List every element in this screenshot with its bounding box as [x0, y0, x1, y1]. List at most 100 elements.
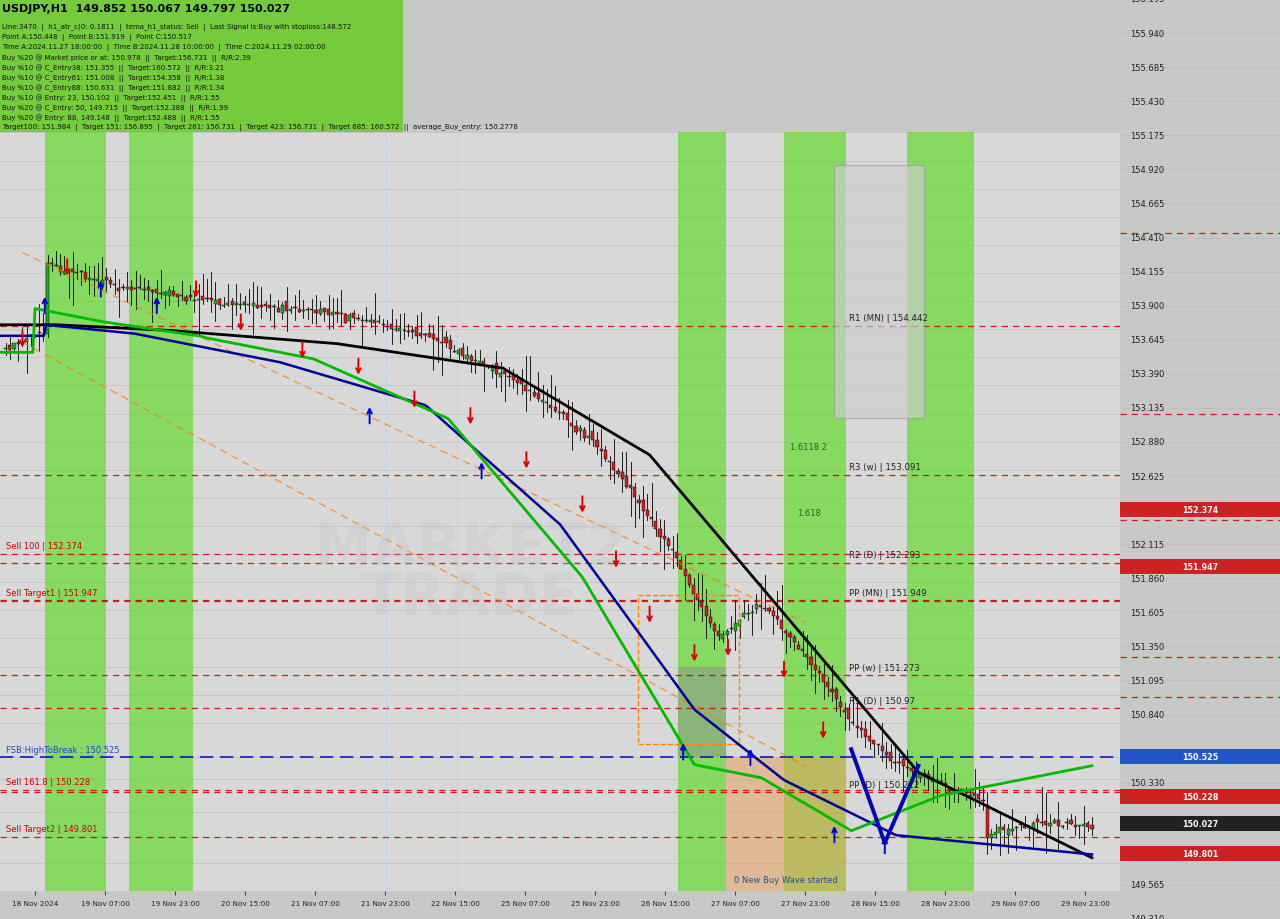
Bar — [692, 585, 695, 594]
Bar — [599, 449, 603, 451]
Bar — [449, 341, 452, 350]
Bar — [205, 299, 209, 300]
Bar — [109, 280, 113, 285]
Text: Buy %20 @ Entry: 88, 149.148  ||  Target:152.488  ||  R/R:1.55: Buy %20 @ Entry: 88, 149.148 || Target:1… — [3, 114, 220, 121]
Bar — [677, 133, 726, 891]
Bar — [273, 306, 275, 308]
Text: 154.920: 154.920 — [1129, 165, 1164, 175]
Text: 150.228: 150.228 — [1181, 792, 1219, 801]
Bar — [151, 290, 154, 293]
Bar — [986, 805, 988, 838]
Bar — [814, 665, 817, 670]
Bar — [390, 324, 393, 330]
Bar — [772, 611, 774, 617]
Text: 153.390: 153.390 — [1129, 370, 1164, 379]
Bar — [960, 789, 964, 790]
Bar — [470, 357, 472, 362]
Bar — [415, 327, 419, 336]
Bar — [332, 313, 334, 316]
Bar — [67, 271, 70, 272]
Text: 150.027: 150.027 — [1181, 819, 1219, 828]
Bar — [46, 264, 49, 335]
Bar — [637, 500, 640, 504]
Bar — [733, 623, 737, 631]
Bar — [20, 342, 24, 344]
Text: FSB:HighToBreak : 150.525: FSB:HighToBreak : 150.525 — [5, 744, 119, 754]
Text: 1.618: 1.618 — [796, 508, 820, 517]
Bar — [101, 280, 104, 286]
Bar — [818, 671, 820, 673]
Text: MARKET2
TRADE: MARKET2 TRADE — [314, 519, 627, 627]
Text: 151.095: 151.095 — [1129, 676, 1164, 686]
Bar — [457, 350, 461, 354]
Text: 152.374: 152.374 — [1129, 505, 1164, 515]
Bar — [687, 576, 691, 585]
Bar — [973, 793, 977, 796]
Bar — [575, 426, 577, 432]
Text: 150.027: 150.027 — [1129, 819, 1164, 828]
Bar — [826, 682, 829, 687]
Bar — [927, 775, 931, 779]
Bar — [420, 334, 422, 336]
Bar — [129, 133, 192, 891]
Bar — [566, 414, 570, 421]
Bar — [709, 617, 712, 624]
Text: 152.115: 152.115 — [1129, 540, 1164, 549]
Bar — [17, 343, 19, 345]
Bar — [658, 529, 662, 538]
Text: 156.195: 156.195 — [1129, 0, 1164, 5]
Bar — [13, 344, 15, 350]
Bar — [1120, 503, 1280, 517]
Bar — [1120, 560, 1280, 574]
Bar — [407, 332, 410, 333]
Bar — [138, 288, 141, 289]
Bar — [223, 305, 225, 307]
Bar — [675, 552, 678, 559]
Bar — [558, 413, 561, 414]
Bar — [293, 308, 297, 309]
Bar — [344, 314, 347, 323]
Bar — [831, 689, 833, 692]
Bar — [943, 783, 947, 785]
Bar — [96, 280, 100, 281]
Bar — [545, 403, 548, 404]
Bar — [901, 759, 905, 766]
Bar — [742, 613, 745, 618]
Bar — [1044, 821, 1047, 825]
Text: 154.410: 154.410 — [1129, 233, 1164, 243]
Bar — [285, 301, 288, 312]
Bar — [726, 757, 846, 891]
Bar — [788, 633, 791, 638]
Text: 154.665: 154.665 — [1129, 199, 1164, 209]
Bar — [1052, 820, 1056, 823]
Bar — [0, 0, 403, 133]
Bar — [628, 485, 632, 489]
Bar — [264, 305, 268, 307]
Bar — [239, 304, 242, 305]
Bar — [26, 338, 28, 343]
Bar — [490, 368, 494, 371]
Bar — [582, 430, 586, 438]
Bar — [453, 351, 456, 353]
Bar — [1028, 827, 1030, 828]
Bar — [750, 613, 754, 614]
Text: R2 (D) | 152.293: R2 (D) | 152.293 — [849, 550, 920, 560]
Text: 153.135: 153.135 — [1129, 404, 1164, 413]
Bar — [402, 331, 406, 332]
Bar — [361, 321, 364, 322]
Text: 149.801: 149.801 — [1129, 849, 1164, 858]
Bar — [965, 791, 968, 793]
Bar — [931, 777, 934, 782]
Bar — [989, 834, 993, 838]
Bar — [1078, 825, 1082, 826]
Bar — [280, 305, 284, 314]
Bar — [251, 303, 255, 306]
Bar — [310, 310, 314, 311]
Bar — [746, 613, 750, 614]
Bar — [1120, 749, 1280, 765]
Bar — [1120, 845, 1280, 861]
Bar — [977, 794, 980, 799]
Bar — [893, 762, 896, 763]
Bar — [768, 607, 771, 611]
Bar — [780, 620, 783, 630]
